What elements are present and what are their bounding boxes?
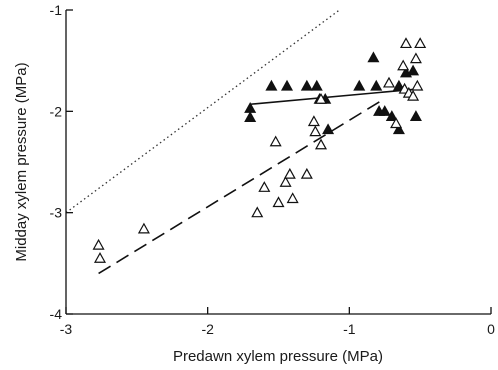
open-triangle-point [411, 79, 424, 91]
open-triangle-point [314, 92, 328, 104]
open-triangle-point [258, 181, 271, 192]
x-tick-label: -3 [60, 321, 73, 337]
filled-triangle-point [280, 79, 294, 91]
filled-triangle-point [322, 123, 335, 135]
open-triangle-point [409, 52, 422, 64]
y-tick-label: -3 [50, 205, 63, 221]
open-triangle-point [300, 167, 313, 179]
open-triangle-point [269, 135, 282, 147]
x-axis-label: Predawn xylem pressure (MPa) [173, 348, 383, 365]
open-triangle-point [390, 117, 403, 129]
axis-ticks: -3 -2 -1 0-1-2-3-4 [50, 2, 496, 337]
data-points [92, 37, 427, 263]
open-triangle-point [399, 37, 413, 49]
open-triangle-point [307, 115, 320, 127]
y-tick-label: -4 [50, 306, 63, 322]
y-tick-label: -1 [50, 2, 63, 18]
filled-triangle-point [244, 111, 257, 123]
filled-triangle-point [353, 79, 366, 91]
y-axis-label: Midday xylem pressure (MPa) [13, 62, 30, 261]
open-triangle-point [309, 125, 322, 137]
filled-triangle-point [409, 110, 422, 122]
x-tick-label: -1 [343, 321, 356, 337]
filled-triangle-point [392, 123, 405, 135]
filled-triangle-point [310, 79, 323, 91]
filled-triangle-point [378, 105, 391, 116]
filled-triangle-point [367, 51, 380, 63]
open-triangle-point [314, 138, 328, 150]
x-tick-label: -2 [201, 321, 214, 337]
open-triangle-point [137, 222, 150, 234]
open-triangle-point [397, 59, 410, 71]
filled-triangle-point [392, 79, 405, 91]
open-triangle-point [286, 192, 299, 204]
open-triangle-point [251, 206, 264, 218]
y-tick-label: -2 [50, 103, 63, 119]
filled-triangle-point [370, 79, 383, 91]
open-triangle-point [407, 89, 420, 101]
filled-triangle-point [300, 79, 313, 91]
dashed-line [98, 100, 381, 275]
filled-triangle-point [407, 64, 420, 76]
solid-line [250, 88, 418, 106]
filled-triangle-point [385, 110, 398, 122]
open-triangle-point [283, 167, 296, 179]
filled-triangle-point [265, 79, 278, 91]
open-triangle-point [382, 76, 396, 88]
x-tick-label: 0 [487, 321, 495, 337]
open-triangle-point [414, 37, 427, 49]
open-triangle-point [272, 196, 285, 208]
open-triangle-point [92, 238, 105, 250]
open-triangle-point [93, 252, 107, 263]
open-triangle-point [279, 176, 292, 187]
dotted-line [65, 9, 340, 214]
fit-lines [65, 9, 418, 275]
